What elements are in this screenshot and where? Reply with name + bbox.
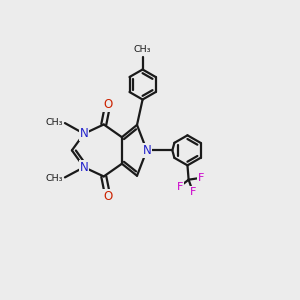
Text: CH₃: CH₃ <box>134 46 151 55</box>
Text: N: N <box>80 161 88 174</box>
Text: F: F <box>198 173 204 183</box>
Text: O: O <box>103 98 112 111</box>
Text: N: N <box>80 127 88 140</box>
Text: O: O <box>103 190 112 202</box>
Text: N: N <box>142 144 151 157</box>
Text: CH₃: CH₃ <box>46 174 63 183</box>
Text: CH₃: CH₃ <box>46 118 63 127</box>
Text: F: F <box>190 187 196 197</box>
Text: F: F <box>177 182 183 192</box>
